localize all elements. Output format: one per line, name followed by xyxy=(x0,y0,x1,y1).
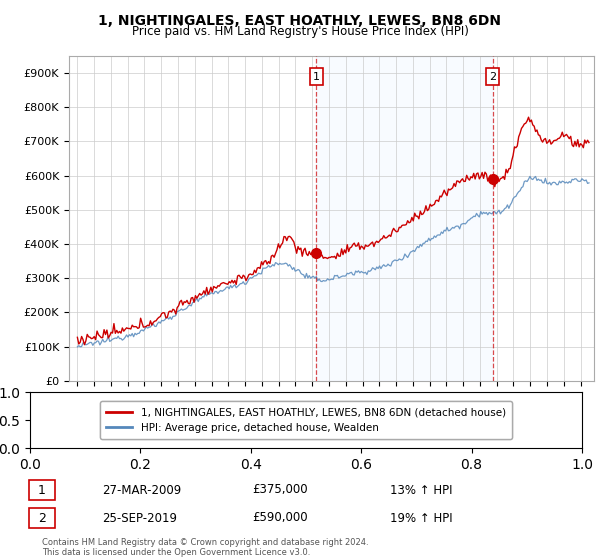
Text: £590,000: £590,000 xyxy=(252,511,308,525)
Bar xyxy=(316,56,493,381)
Text: £375,000: £375,000 xyxy=(252,483,308,497)
Text: 19% ↑ HPI: 19% ↑ HPI xyxy=(390,511,452,525)
Text: 1: 1 xyxy=(38,483,46,497)
Text: 1: 1 xyxy=(313,72,320,82)
Text: 13% ↑ HPI: 13% ↑ HPI xyxy=(390,483,452,497)
Text: 2: 2 xyxy=(38,511,46,525)
Text: 2: 2 xyxy=(489,72,496,82)
Text: 25-SEP-2019: 25-SEP-2019 xyxy=(102,511,177,525)
Legend: 1, NIGHTINGALES, EAST HOATHLY, LEWES, BN8 6DN (detached house), HPI: Average pri: 1, NIGHTINGALES, EAST HOATHLY, LEWES, BN… xyxy=(100,401,512,439)
Text: 1, NIGHTINGALES, EAST HOATHLY, LEWES, BN8 6DN: 1, NIGHTINGALES, EAST HOATHLY, LEWES, BN… xyxy=(98,14,502,28)
Text: Contains HM Land Registry data © Crown copyright and database right 2024.
This d: Contains HM Land Registry data © Crown c… xyxy=(42,538,368,557)
Text: Price paid vs. HM Land Registry's House Price Index (HPI): Price paid vs. HM Land Registry's House … xyxy=(131,25,469,38)
Text: 27-MAR-2009: 27-MAR-2009 xyxy=(102,483,181,497)
